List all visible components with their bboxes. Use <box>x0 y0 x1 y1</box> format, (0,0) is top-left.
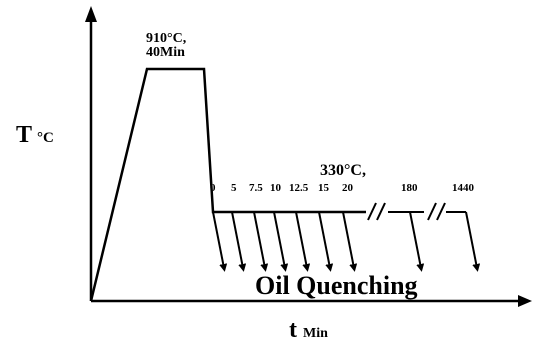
x-axis-label: t <box>289 317 297 343</box>
y-axis-arrowhead <box>85 6 97 22</box>
quench-arrow <box>212 211 228 272</box>
axis-break-mark-2a <box>427 202 437 221</box>
y-axis-unit: °C <box>37 130 54 146</box>
austenitize-time: 40Min <box>146 45 185 60</box>
y-axis-label: T <box>16 122 32 148</box>
hold-time-label: 15 <box>318 182 330 194</box>
x-axis-arrowhead <box>518 295 532 307</box>
oil-quenching-label: Oil Quenching <box>255 271 418 300</box>
hold-time-label: 7.5 <box>249 182 263 194</box>
hold-time-label: 5 <box>231 182 237 194</box>
quench-arrow <box>273 211 289 272</box>
quench-arrow <box>231 211 247 272</box>
heating-and-hold-curve <box>89 67 366 302</box>
hold-time-label: 10 <box>270 182 282 194</box>
axis-break-mark-1b <box>376 202 386 221</box>
hold-time-label: 0 <box>210 182 216 194</box>
quench-arrow <box>342 211 358 272</box>
x-axis-unit: Min <box>303 326 328 341</box>
axis-break-mark-1a <box>367 202 377 221</box>
quench-arrow <box>295 211 311 272</box>
hold-time-label: 1440 <box>452 182 475 194</box>
quench-arrow <box>253 211 269 272</box>
quench-arrow <box>318 211 334 272</box>
quench-arrow <box>409 211 425 272</box>
hold-time-label: 12.5 <box>289 182 309 194</box>
hold-time-label: 20 <box>342 182 354 194</box>
axis-break-mark-2b <box>436 202 446 221</box>
isothermal-temperature: 330°C, <box>320 162 366 179</box>
austenitize-temperature: 910°C, <box>146 31 186 46</box>
quench-arrow <box>465 211 481 272</box>
hold-time-label: 180 <box>401 182 418 194</box>
